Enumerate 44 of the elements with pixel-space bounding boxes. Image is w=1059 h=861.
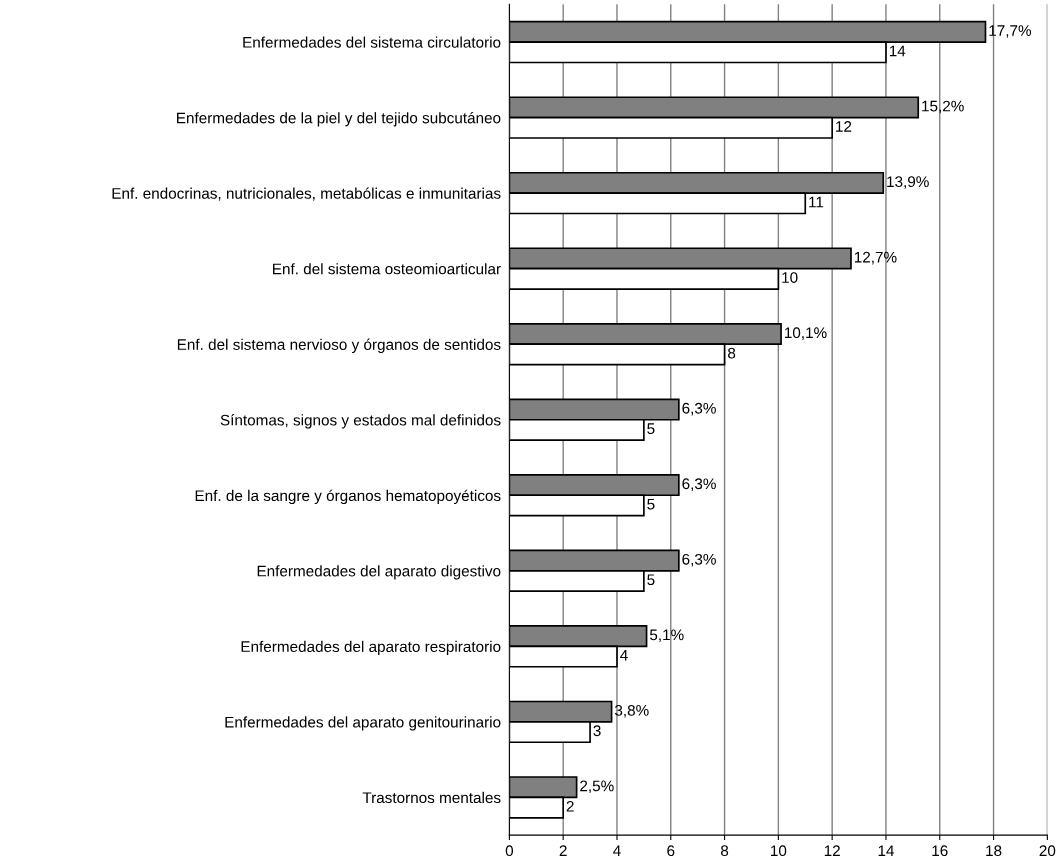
y-tick-label: Enfermedades del aparato genitourinario	[225, 716, 501, 731]
x-tick-label: 4	[613, 845, 621, 856]
data-label: 6,3%	[682, 478, 716, 491]
x-tick-label: 10	[771, 845, 787, 857]
data-label: 2,5%	[580, 780, 614, 794]
x-tick-label: 14	[878, 845, 895, 856]
y-tick-label: Síntomas, signos y estados mal definidos	[220, 414, 501, 429]
y-tick-label: Enf. del sistema nervioso y órganos de sentidos	[177, 338, 501, 353]
data-label: 5	[647, 498, 655, 510]
data-label: 11	[809, 196, 824, 208]
data-label: 5	[647, 423, 655, 435]
data-label: 15,2%	[922, 100, 964, 114]
x-tick-label: 6	[667, 845, 675, 857]
data-label: 2	[566, 800, 574, 812]
data-label: 12	[836, 121, 852, 132]
y-tick-label: Enfermedades de la piel y del tejido subcutáneo	[177, 111, 501, 127]
x-tick-label: 16	[932, 845, 948, 857]
x-tick-label: 20	[1039, 845, 1056, 857]
data-label: 5,1%	[649, 629, 684, 643]
x-tick-label: 12	[824, 845, 840, 856]
y-tick-label: Enfermedades del aparato respiratorio	[241, 640, 501, 656]
data-label: 10	[782, 272, 798, 283]
data-label: 12,7%	[854, 251, 897, 265]
data-label: 4	[620, 649, 628, 661]
y-tick-label: Enf. endocrinas, nutricionales, metabólicas e inmunitarias	[112, 187, 501, 201]
data-label: 10,1%	[785, 327, 827, 340]
x-tick-label: 0	[505, 845, 514, 857]
data-label: 13,9%	[887, 176, 929, 189]
data-label: 3	[593, 725, 601, 737]
x-tick-label: 18	[986, 845, 1002, 857]
y-tick-label: Enfermedades del aparato digestivo	[257, 565, 501, 580]
y-tick-label: Trastornos mentales	[362, 791, 501, 804]
y-tick-label: Enf. del sistema osteomioarticular	[273, 263, 501, 275]
data-label: 14	[889, 45, 906, 57]
data-label: 5	[647, 574, 655, 586]
data-label: 3,8%	[614, 704, 649, 718]
x-tick-label: 2	[559, 845, 567, 856]
data-label: 17,7%	[989, 25, 1032, 38]
y-tick-label: Enf. de la sangre y órganos hematopoyéticos	[195, 489, 501, 505]
data-label: 8	[728, 347, 736, 359]
data-label: 6,3%	[682, 402, 716, 416]
x-tick-label: 8	[720, 845, 729, 857]
data-label: 6,3%	[682, 553, 716, 567]
y-tick-label: Enfermedades del sistema circulatorio	[243, 36, 501, 48]
